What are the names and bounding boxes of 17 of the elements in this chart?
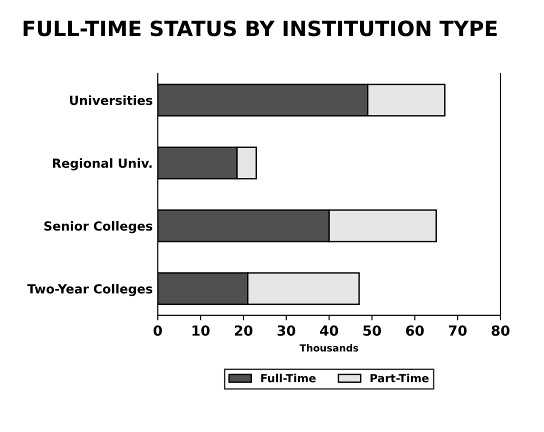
y-tick-label: Two-Year Colleges — [27, 284, 152, 296]
y-tick-label: Regional Univ. — [52, 158, 152, 170]
x-tick-label: 0 — [154, 325, 162, 336]
x-tick-label: 40 — [320, 325, 338, 336]
legend-label: Part-Time — [370, 374, 429, 382]
x-tick-label: 10 — [192, 325, 210, 336]
y-tick-label: Senior Colleges — [44, 221, 152, 234]
y-tick-label: Universities — [70, 95, 152, 106]
x-axis-title: Thousands — [300, 344, 358, 352]
chart-title: FULL-TIME STATUS BY INSTITUTION TYPE — [24, 20, 497, 36]
x-tick-label: 60 — [406, 325, 424, 336]
x-tick-label: 30 — [278, 325, 296, 336]
x-tick-label: 20 — [234, 325, 252, 336]
x-tick-label: 70 — [448, 325, 467, 336]
x-tick-label: 50 — [363, 325, 381, 336]
x-tick-label: 80 — [492, 325, 510, 336]
legend-label: Full-Time — [261, 374, 316, 382]
